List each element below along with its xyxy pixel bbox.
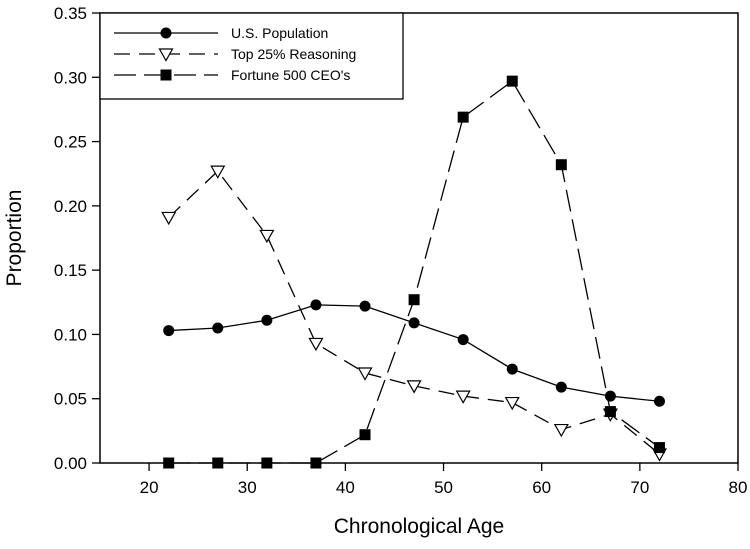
x-tick-label: 70 — [630, 478, 649, 497]
y-tick-label: 0.10 — [54, 325, 87, 344]
data-point — [163, 325, 175, 337]
legend-entry: Fortune 500 CEO's — [114, 67, 350, 83]
legend-label: Top 25% Reasoning — [231, 46, 356, 62]
data-point — [506, 363, 518, 375]
legend-label: U.S. Population — [231, 25, 328, 41]
data-point — [604, 406, 616, 418]
data-point — [555, 381, 567, 393]
data-point — [555, 159, 567, 171]
y-tick-label: 0.15 — [54, 261, 87, 280]
x-tick-label: 80 — [729, 478, 748, 497]
legend-label: Fortune 500 CEO's — [231, 67, 350, 83]
legend-box — [99, 12, 404, 100]
data-point — [212, 322, 224, 334]
axis-ticks: 20 30 40 50 60 70 80 0.00 0.05 0.10 0.15 0.20 0.25 0.… — [54, 4, 748, 497]
data-point — [408, 294, 420, 306]
legend-entry: U.S. Population — [114, 25, 328, 41]
data-point — [210, 165, 226, 179]
data-point — [310, 299, 322, 311]
data-point — [359, 429, 371, 441]
x-tick-label: 40 — [336, 478, 355, 497]
data-point — [457, 334, 469, 346]
legend: U.S. Population Top 25% Reasoning Fortune … — [99, 12, 404, 100]
x-tick-label: 20 — [140, 478, 159, 497]
series-line — [168, 170, 660, 455]
data-point — [553, 423, 569, 438]
y-tick-label: 0.25 — [54, 133, 87, 152]
data-point — [406, 380, 422, 394]
legend-marker — [160, 27, 172, 39]
data-point — [359, 300, 371, 312]
x-tick-label: 50 — [434, 478, 453, 497]
legend-marker — [160, 69, 172, 81]
x-axis-title: Chronological Age — [334, 515, 504, 538]
legend-entry: Top 25% Reasoning — [114, 46, 356, 62]
plot-frame — [99, 12, 739, 464]
data-point — [604, 390, 616, 402]
data-point — [357, 367, 373, 381]
x-tick-label: 60 — [532, 478, 551, 497]
y-tick-label: 0.35 — [54, 4, 87, 23]
data-point — [506, 75, 518, 87]
data-point — [161, 211, 177, 226]
y-axis-title: Proportion — [3, 190, 26, 287]
data-point — [259, 229, 275, 244]
data-point — [653, 395, 665, 407]
data-point — [504, 396, 520, 411]
y-tick-label: 0.05 — [54, 390, 87, 409]
data-point — [455, 390, 471, 404]
legend-marker — [158, 48, 174, 62]
y-tick-label: 0.30 — [54, 68, 87, 87]
data-point — [653, 442, 665, 454]
data-point — [408, 317, 420, 329]
series-0 — [163, 299, 665, 407]
data-point — [308, 337, 324, 352]
data-point — [261, 314, 273, 326]
series-layer — [161, 75, 668, 469]
x-tick-label: 30 — [238, 478, 257, 497]
series-line — [168, 80, 660, 464]
y-tick-label: 0.20 — [54, 197, 87, 216]
data-point — [457, 111, 469, 123]
y-tick-label: 0.00 — [54, 454, 87, 473]
series-2 — [163, 75, 665, 469]
